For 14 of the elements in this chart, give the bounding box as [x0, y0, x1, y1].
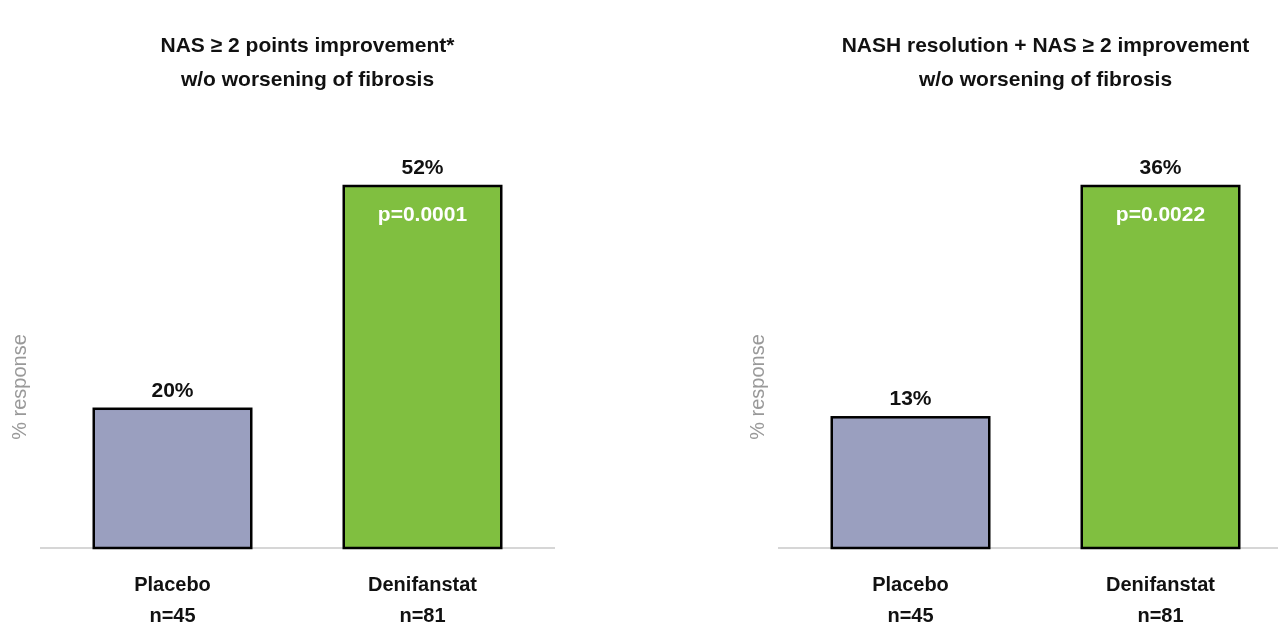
y-axis-title: % response	[746, 334, 768, 440]
x-tick-label: Placebo n=45	[872, 573, 949, 626]
chart-title: NASH resolution + NAS ≥ 2 improvement w/o worsening of fibrosis	[841, 33, 1250, 90]
annotation: p=0.0001	[377, 202, 468, 225]
y-axis-title: % response	[8, 334, 30, 440]
data-label: 52%	[401, 155, 444, 178]
chart-title: NAS ≥ 2 points improvement* w/o worsening of fibrosis	[160, 33, 456, 90]
data-label: 36%	[1139, 155, 1182, 178]
x-tick-label: Denifanstat n=81	[1106, 573, 1216, 626]
x-tick-label: Placebo n=45	[134, 573, 211, 626]
x-tick-label: Denifanstat n=81	[368, 573, 478, 626]
annotation: p=0.0022	[1115, 202, 1206, 225]
data-label: 20%	[151, 377, 194, 401]
data-label: 13%	[889, 386, 932, 410]
